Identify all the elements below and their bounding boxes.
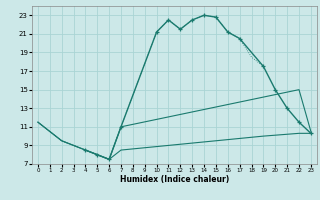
X-axis label: Humidex (Indice chaleur): Humidex (Indice chaleur) — [120, 175, 229, 184]
